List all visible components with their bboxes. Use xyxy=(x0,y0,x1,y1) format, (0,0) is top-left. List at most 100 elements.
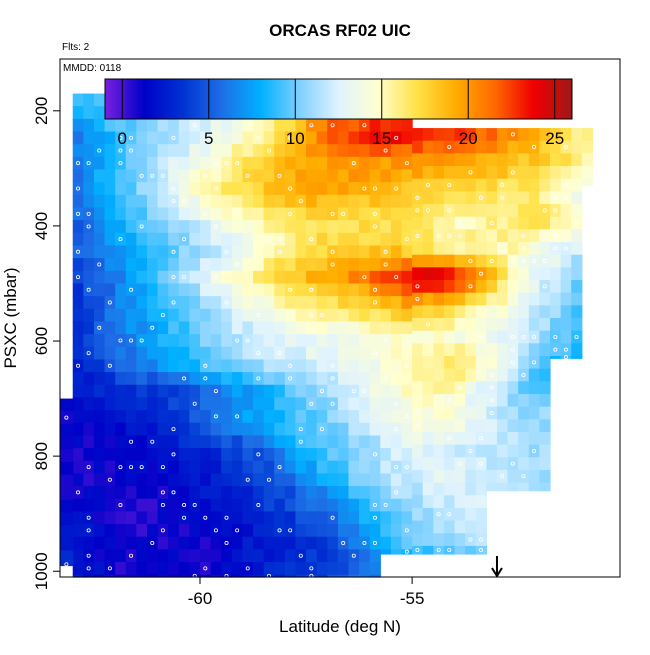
heatmap-cell xyxy=(284,334,297,348)
heatmap-cell xyxy=(327,524,339,538)
observation-marker xyxy=(97,148,102,153)
heatmap-cell xyxy=(433,533,445,547)
heatmap-cell xyxy=(390,549,403,555)
observation-marker xyxy=(277,173,282,178)
heatmap-cell xyxy=(72,372,84,386)
heatmap-cell xyxy=(518,330,530,344)
heatmap-cell xyxy=(475,242,487,256)
heatmap-cell xyxy=(231,486,244,500)
heatmap-cell xyxy=(412,482,424,496)
heatmap-cell xyxy=(221,346,233,361)
heatmap-cell xyxy=(443,444,456,458)
heatmap-cell xyxy=(136,334,148,348)
heatmap-cell xyxy=(454,393,466,408)
heatmap-cell xyxy=(359,435,371,449)
heatmap-cell xyxy=(327,118,339,133)
heatmap-cell xyxy=(496,482,509,492)
heatmap-cell xyxy=(83,182,95,196)
heatmap-cell xyxy=(327,308,339,323)
heatmap-cell xyxy=(560,191,572,205)
heatmap-cell xyxy=(369,422,381,437)
heatmap-cell xyxy=(136,397,148,411)
heatmap-cell xyxy=(253,220,265,234)
heatmap-cell xyxy=(507,216,519,230)
heatmap-cell xyxy=(83,118,95,133)
heatmap-cell xyxy=(528,242,540,256)
heatmap-cell xyxy=(157,207,169,221)
heatmap-cell xyxy=(295,460,307,474)
heatmap-cell xyxy=(359,536,371,550)
observation-marker xyxy=(245,338,250,343)
heatmap-cell xyxy=(168,346,180,361)
heatmap-cell xyxy=(359,384,371,399)
observation-marker xyxy=(404,161,409,166)
heatmap-cell xyxy=(136,410,148,424)
heatmap-cell xyxy=(539,140,551,154)
heatmap-cell xyxy=(433,305,445,319)
heatmap-cell xyxy=(146,118,159,133)
heatmap-cell xyxy=(348,486,360,500)
observation-marker xyxy=(224,515,229,520)
heatmap-cell xyxy=(125,359,137,373)
heatmap-cell xyxy=(475,330,487,344)
observation-marker xyxy=(182,199,187,204)
heatmap-cell xyxy=(157,562,169,576)
observation-marker xyxy=(479,195,484,200)
heatmap-cell xyxy=(316,435,328,449)
heatmap-cell xyxy=(412,393,424,408)
heatmap-cell xyxy=(475,355,487,370)
heatmap-cell xyxy=(316,258,328,272)
heatmap-cell xyxy=(93,308,106,323)
heatmap-cell xyxy=(539,292,551,306)
heatmap-cell xyxy=(263,359,275,373)
heatmap-cell xyxy=(93,574,106,578)
heatmap-cell xyxy=(454,166,466,180)
observation-marker xyxy=(150,541,155,546)
heatmap-cell xyxy=(146,182,159,196)
heatmap-cell xyxy=(454,482,466,496)
heatmap-cell xyxy=(221,486,233,500)
observation-marker xyxy=(76,186,81,191)
heatmap-cell xyxy=(475,520,487,534)
heatmap-cell xyxy=(327,220,339,234)
heatmap-cell xyxy=(433,204,445,218)
heatmap-cell xyxy=(443,343,456,357)
heatmap-cell xyxy=(518,469,530,484)
heatmap-cell xyxy=(242,258,254,272)
heatmap-cell xyxy=(518,216,530,230)
heatmap-cell xyxy=(496,406,509,420)
heatmap-cell xyxy=(348,562,360,576)
heatmap-cell xyxy=(465,191,477,205)
heatmap-cell xyxy=(337,549,350,563)
observation-marker xyxy=(256,135,261,140)
heatmap-cell xyxy=(507,444,519,458)
observation-marker xyxy=(553,347,558,352)
heatmap-cell xyxy=(210,156,222,171)
observation-marker xyxy=(500,183,505,188)
observation-marker xyxy=(553,208,558,213)
heatmap-cell xyxy=(348,283,360,297)
heatmap-cell xyxy=(93,156,106,171)
heatmap-cell xyxy=(316,384,328,399)
heatmap-cell xyxy=(295,359,307,373)
heatmap-cell xyxy=(465,393,477,408)
heatmap-cell xyxy=(93,296,106,310)
heatmap-cell xyxy=(443,507,456,522)
heatmap-cell xyxy=(412,507,424,522)
heatmap-cell xyxy=(295,448,307,462)
heatmap-cell xyxy=(146,397,159,411)
observation-marker xyxy=(372,300,377,305)
heatmap-cell xyxy=(210,524,222,538)
heatmap-cell xyxy=(337,397,350,411)
observation-marker xyxy=(171,135,176,140)
heatmap-cell xyxy=(200,194,212,209)
heatmap-cell xyxy=(390,220,403,234)
heatmap-cell xyxy=(83,232,95,247)
heatmap-cell xyxy=(380,334,392,348)
heatmap-cell xyxy=(454,318,466,332)
heatmap-cell xyxy=(496,330,509,344)
heatmap-cells xyxy=(60,93,594,578)
heatmap-cell xyxy=(306,220,318,234)
heatmap-cell xyxy=(518,343,530,357)
heatmap-cell xyxy=(221,549,233,563)
